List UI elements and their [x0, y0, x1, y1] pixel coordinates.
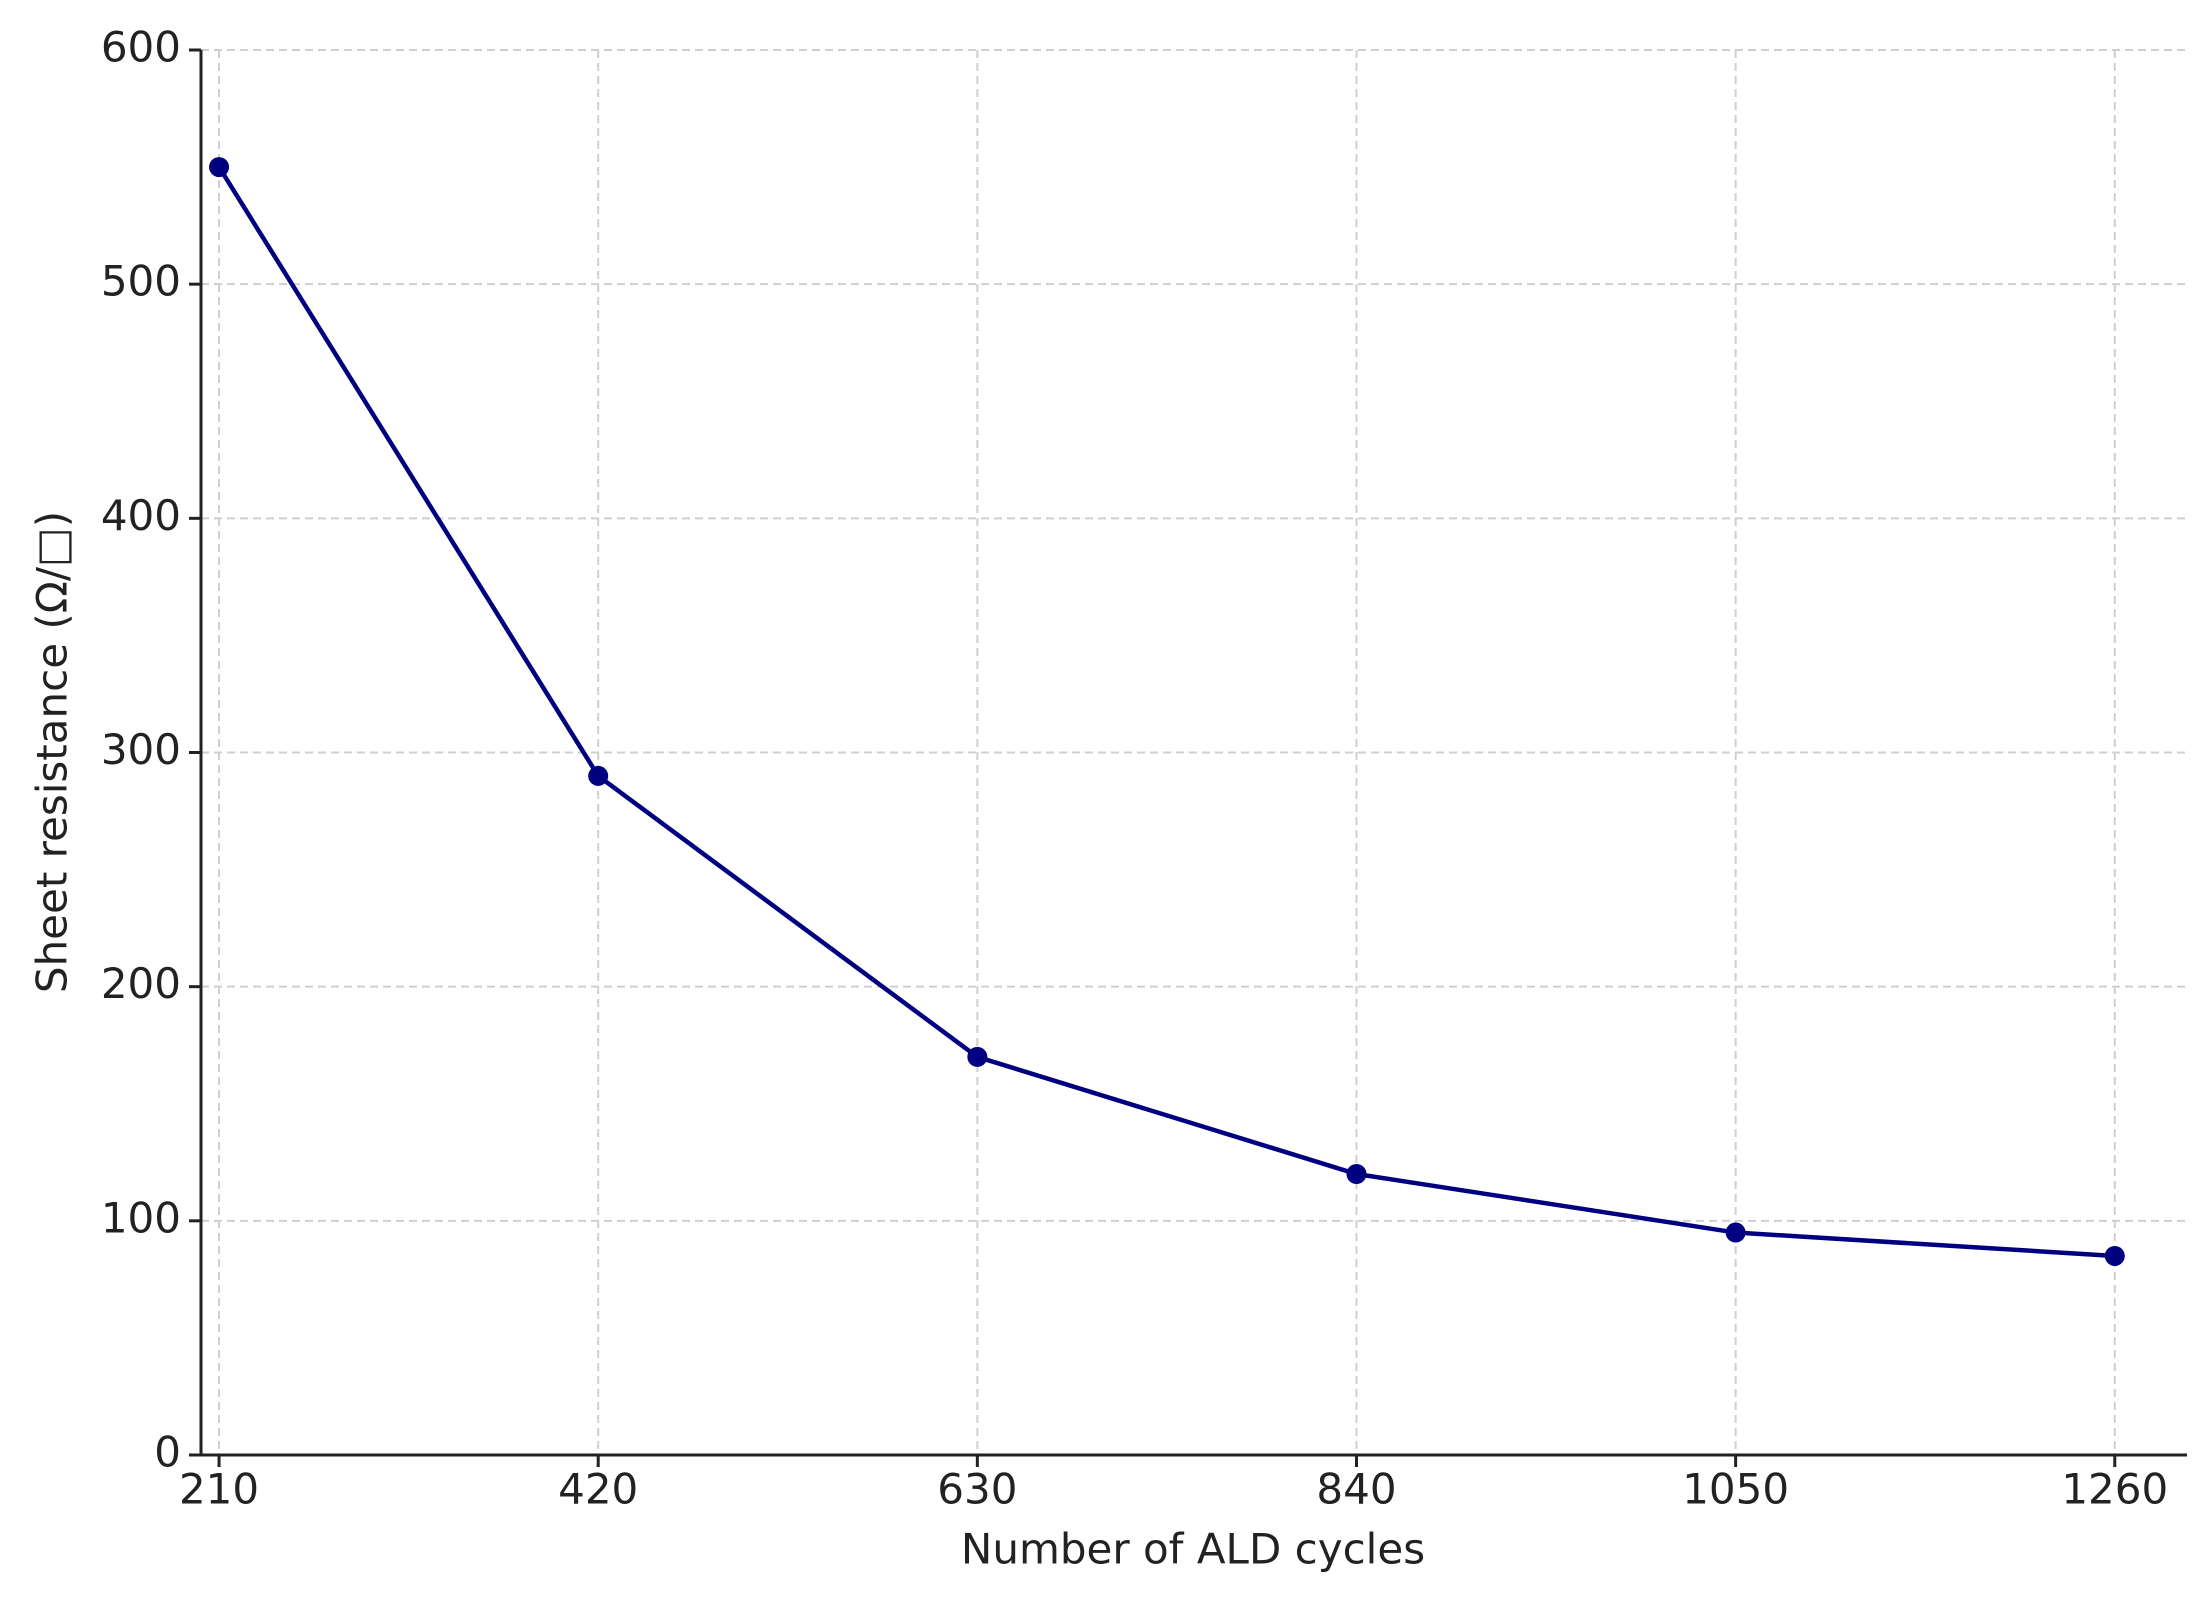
x-tick-label: 210 [179, 1465, 259, 1514]
y-axis-label: Sheet resistance (Ω/□) [28, 511, 77, 993]
y-tick-label: 600 [101, 23, 181, 72]
x-tick-label: 1260 [2061, 1465, 2168, 1514]
y-tick-label: 0 [154, 1428, 181, 1477]
x-tick-label: 840 [1316, 1465, 1396, 1514]
data-point [2104, 1245, 2125, 1266]
y-tick-label: 100 [101, 1193, 181, 1242]
x-tick-label: 1050 [1682, 1465, 1789, 1514]
y-tick-label: 300 [101, 725, 181, 774]
x-tick-label: 420 [558, 1465, 638, 1514]
x-axis-label: Number of ALD cycles [961, 1525, 1425, 1574]
data-point [967, 1046, 988, 1067]
y-tick-label: 500 [101, 257, 181, 306]
y-tick-label: 200 [101, 959, 181, 1008]
data-point [1346, 1164, 1367, 1184]
data-point [209, 157, 230, 178]
data-point [588, 765, 609, 786]
x-tick-label: 630 [937, 1465, 1017, 1514]
data-point [1725, 1222, 1746, 1243]
y-tick-label: 400 [101, 491, 181, 540]
series-line [217, 165, 2115, 1259]
